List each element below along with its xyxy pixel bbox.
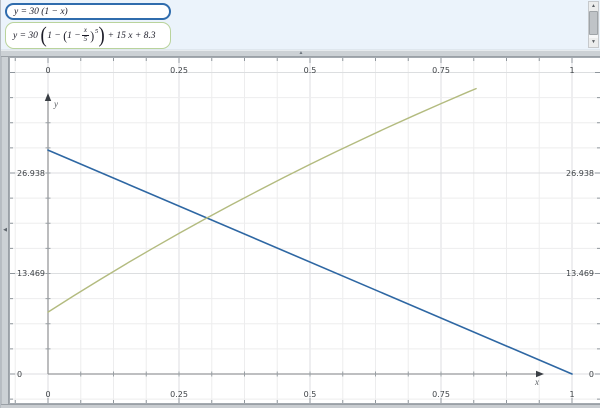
axes — [44, 93, 544, 378]
svg-text:1: 1 — [569, 66, 574, 75]
svg-text:0: 0 — [17, 370, 22, 379]
up-arrow-icon: ▲ — [591, 3, 596, 9]
y-axis-letter: y — [53, 99, 58, 109]
collapse-left-icon: ◀ — [3, 227, 7, 233]
scrollbar-track[interactable] — [589, 11, 598, 38]
svg-text:0.5: 0.5 — [304, 66, 317, 75]
down-arrow-icon: ▼ — [591, 39, 596, 45]
y-tick-labels-right: 26.938 13.469 0 — [566, 169, 594, 379]
svg-text:26.938: 26.938 — [566, 169, 594, 178]
equation-box-2[interactable]: y = 30 ( 1 − ( 1 − x 5 ) 5 ) + 15 x + 8.… — [5, 22, 171, 49]
svg-text:26.938: 26.938 — [17, 169, 45, 178]
gridlines — [11, 59, 599, 402]
svg-text:0.75: 0.75 — [432, 390, 450, 399]
scroll-down-button[interactable]: ▼ — [589, 38, 598, 47]
horizontal-splitter[interactable]: ▲ — [1, 50, 600, 57]
window-bottom-edge — [1, 404, 600, 408]
svg-text:0: 0 — [589, 370, 594, 379]
scroll-up-button[interactable]: ▲ — [589, 2, 598, 11]
equation-2-inner-lparen: ( — [62, 28, 67, 43]
x-tick-labels-top: 0 0.25 0.5 0.75 1 — [45, 66, 574, 75]
curves — [47, 87, 573, 375]
equation-panel-scrollbar[interactable]: ▲ ▼ — [588, 1, 599, 48]
equation-box-1[interactable]: y = 30 (1 − x) — [5, 3, 171, 20]
svg-text:1: 1 — [569, 390, 574, 399]
equation-2-big-lparen: ( — [40, 22, 47, 48]
svg-text:0: 0 — [45, 66, 50, 75]
plot-panel: 0 0.25 0.5 0.75 1 0 0.25 0.5 0.75 1 26.9… — [9, 57, 600, 404]
fraction-denominator: 5 — [81, 35, 90, 43]
equation-2-big-rparen: ) — [98, 22, 106, 48]
svg-text:0.25: 0.25 — [170, 390, 188, 399]
equation-2-exponent: 5 — [95, 28, 99, 35]
equation-1-text: y = 30 (1 − x) — [14, 6, 68, 17]
equation-2-inner-rparen: ) — [90, 28, 95, 43]
fraction-numerator: x — [83, 26, 87, 35]
svg-text:0: 0 — [45, 390, 50, 399]
equation-2-tail: + 15 x + 8.3 — [107, 30, 156, 41]
svg-text:13.469: 13.469 — [17, 269, 45, 278]
svg-text:0.25: 0.25 — [170, 66, 188, 75]
plot-canvas[interactable]: 0 0.25 0.5 0.75 1 0 0.25 0.5 0.75 1 26.9… — [10, 58, 600, 403]
scrollbar-thumb[interactable] — [589, 11, 598, 35]
equation-2-lead: y = 30 — [13, 30, 38, 41]
equation-2-fraction: x 5 — [81, 26, 90, 43]
equation-2-inner-one-minus: 1 − — [67, 30, 81, 41]
svg-text:0.75: 0.75 — [432, 66, 450, 75]
equation-2-one-minus: 1 − — [47, 30, 61, 41]
frame-ticks — [10, 58, 600, 403]
x-axis-letter: x — [534, 377, 539, 387]
svg-text:0.5: 0.5 — [304, 390, 317, 399]
equation-panel: y = 30 (1 − x) y = 30 ( 1 − ( 1 − x 5 ) … — [1, 0, 600, 50]
x-tick-labels-bottom: 0 0.25 0.5 0.75 1 — [45, 390, 574, 399]
vertical-splitter[interactable]: ◀ — [1, 57, 9, 404]
svg-text:13.469: 13.469 — [566, 269, 594, 278]
collapse-up-icon: ▲ — [298, 50, 304, 56]
y-tick-labels-left: 26.938 13.469 0 — [17, 169, 45, 379]
